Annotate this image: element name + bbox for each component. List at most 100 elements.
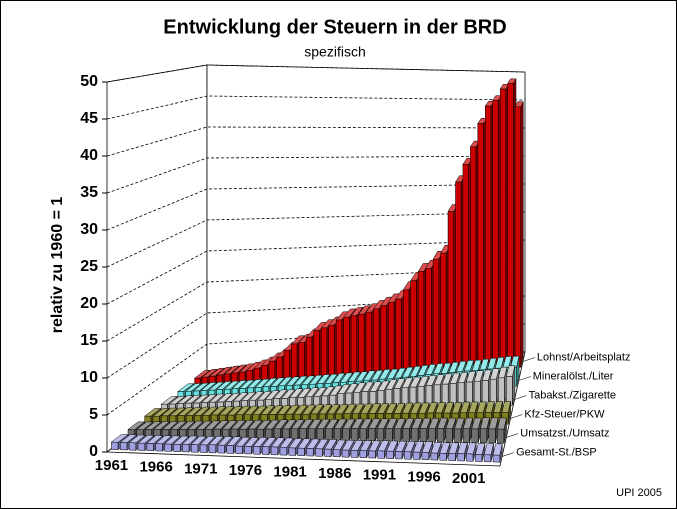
bar-top (137, 434, 155, 444)
bar-side (520, 101, 524, 368)
bar-top (432, 363, 444, 375)
bar-top (448, 361, 459, 373)
bar-front (128, 442, 137, 451)
bar-top (323, 439, 338, 450)
bar-front (208, 444, 217, 454)
bar-front (377, 450, 385, 459)
grid-line (106, 211, 526, 268)
bar-front (321, 327, 328, 379)
bar-top (489, 368, 500, 380)
bar-top (217, 436, 233, 446)
bar-front (448, 453, 456, 461)
y-tick-label: 20 (80, 295, 98, 312)
bar-front (164, 443, 172, 452)
bar-top (473, 370, 484, 382)
bar-top (339, 372, 354, 383)
bar (483, 443, 494, 463)
bar-top (332, 439, 347, 451)
bar-front (146, 443, 154, 452)
bar-top (456, 360, 467, 373)
bar-top (262, 377, 278, 387)
bar-top (277, 376, 293, 387)
bar-top (227, 406, 243, 416)
bar-top (297, 438, 312, 449)
bar-top (421, 441, 434, 453)
y-tick-label: 25 (80, 258, 98, 275)
bar-front (358, 313, 365, 377)
bar-front (137, 442, 146, 451)
bar-top (301, 375, 316, 386)
bar-top (308, 374, 323, 385)
bar-front (402, 428, 410, 442)
bar-top (293, 375, 308, 386)
bar-top (466, 442, 477, 455)
bar-top (493, 401, 503, 413)
x-tick-label: 2001 (452, 470, 485, 487)
bar-top (200, 382, 218, 391)
bar-front (111, 441, 119, 450)
bar (454, 417, 465, 443)
bar-top (385, 403, 398, 414)
bar-front (421, 451, 430, 461)
legend-leader (522, 357, 536, 362)
bar-top (281, 389, 296, 399)
bar (471, 417, 482, 443)
bar-top (306, 438, 320, 449)
bar-top (457, 371, 469, 383)
bar-top (412, 441, 425, 453)
bar-front (328, 324, 335, 379)
bar-top (345, 383, 359, 394)
bar (492, 443, 503, 463)
bar-top (273, 389, 288, 399)
bar-top (335, 404, 349, 415)
bar-front (306, 336, 313, 380)
bar-front (455, 181, 462, 372)
bar-top (270, 377, 286, 387)
bar (428, 417, 440, 443)
bar-top (230, 420, 247, 430)
bar-top (193, 370, 211, 379)
bar-top (310, 404, 325, 415)
bar-front (380, 305, 387, 376)
bar-top (326, 404, 341, 415)
bar-top (210, 406, 227, 416)
bar-top (487, 357, 497, 370)
bar-top (192, 382, 210, 392)
bar-top (343, 308, 357, 318)
bar-top (426, 402, 438, 414)
bar-top (337, 384, 351, 394)
bar-top (368, 403, 381, 414)
bar-top (226, 436, 242, 446)
bar-front (235, 445, 243, 455)
bar-front (299, 428, 307, 440)
bar-top (144, 421, 163, 430)
bar-top (168, 395, 186, 405)
bar-top (190, 435, 207, 445)
bar-top (313, 387, 327, 397)
bar-top (363, 370, 376, 381)
bar-top (146, 435, 164, 444)
bar-top (401, 377, 414, 389)
x-tick-label: 1966 (139, 459, 172, 476)
bar-top (370, 369, 384, 381)
legend-leader (514, 395, 527, 400)
bar-top (463, 360, 475, 372)
bar-front (283, 350, 290, 381)
bar-front (199, 444, 208, 453)
bar-front (359, 450, 367, 459)
grid-line (106, 126, 526, 157)
bar-top (200, 394, 218, 403)
bar (297, 438, 312, 457)
bar (457, 371, 469, 407)
bar-front (425, 267, 432, 373)
bar-top (505, 365, 516, 377)
bar-top (468, 401, 479, 413)
bar-front (335, 319, 343, 378)
legend-leader (510, 414, 523, 419)
bar-top (441, 373, 453, 385)
bar-top (152, 408, 170, 417)
bar-top (202, 406, 219, 416)
bar-top (221, 420, 238, 430)
bar (474, 443, 486, 462)
bar-top (224, 392, 241, 402)
